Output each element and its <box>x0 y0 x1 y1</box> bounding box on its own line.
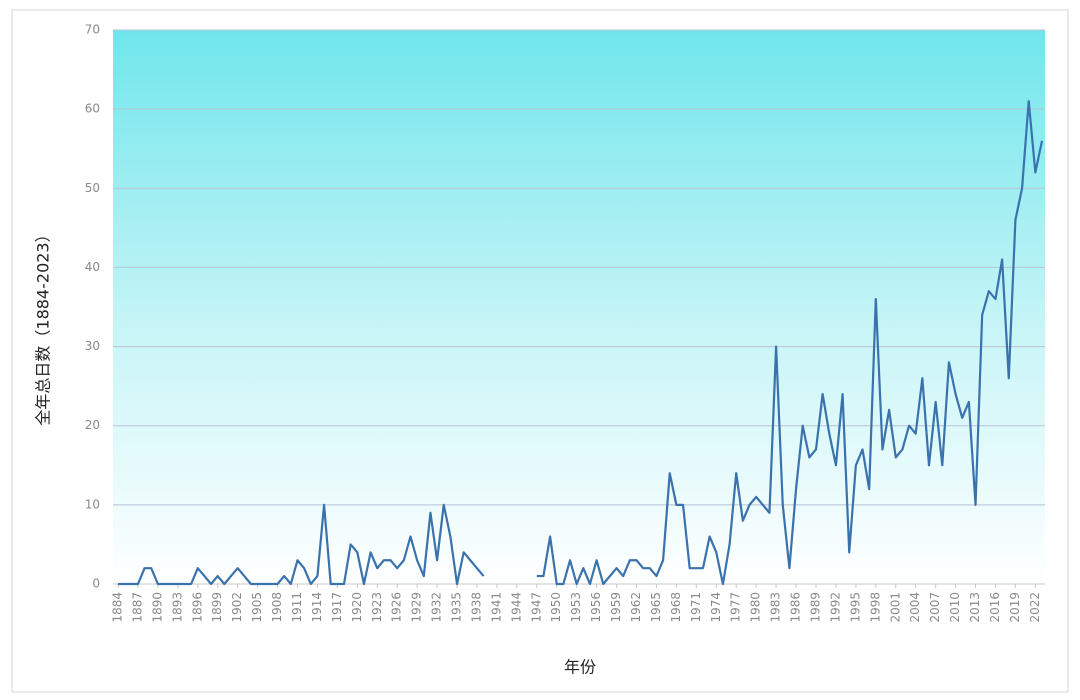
x-tick-label: 1893 <box>170 592 184 623</box>
x-tick-label: 1992 <box>828 592 842 623</box>
x-tick-label: 1998 <box>868 592 882 623</box>
x-tick-label: 1962 <box>629 592 643 623</box>
x-tick-label: 1902 <box>230 592 244 623</box>
x-tick-label: 2016 <box>988 592 1002 623</box>
y-tick-label: 0 <box>92 577 100 591</box>
x-tick-label: 2001 <box>888 592 902 623</box>
x-tick-label: 1935 <box>450 592 464 623</box>
x-tick-label: 1884 <box>111 592 125 623</box>
x-tick-label: 2022 <box>1028 592 1042 623</box>
y-tick-label: 20 <box>85 418 100 432</box>
x-tick-label: 1950 <box>549 592 563 623</box>
x-tick-label: 1983 <box>769 592 783 623</box>
x-tick-label: 2019 <box>1008 592 1022 623</box>
y-axis-title: 全年总日数（1884-2023） <box>34 226 53 425</box>
plot-area <box>113 30 1045 584</box>
x-tick-label: 1899 <box>210 592 224 623</box>
y-tick-label: 60 <box>85 102 100 116</box>
x-tick-label: 1977 <box>729 592 743 623</box>
x-tick-label: 1995 <box>848 592 862 623</box>
x-tick-label: 1974 <box>709 592 723 623</box>
x-tick-label: 1953 <box>569 592 583 623</box>
x-tick-label: 1923 <box>370 592 384 623</box>
x-tick-label: 2004 <box>908 592 922 623</box>
x-tick-label: 1929 <box>410 592 424 623</box>
y-tick-label: 50 <box>85 181 100 195</box>
x-tick-label: 1989 <box>808 592 822 623</box>
x-tick-label: 1956 <box>589 592 603 623</box>
x-tick-label: 1986 <box>789 592 803 623</box>
x-tick-label: 1887 <box>130 592 144 623</box>
y-tick-label: 10 <box>85 497 100 511</box>
x-tick-label: 2013 <box>968 592 982 623</box>
x-axis-title: 年份 <box>564 658 596 677</box>
x-tick-label: 1959 <box>609 592 623 623</box>
x-tick-label: 1971 <box>689 592 703 623</box>
x-tick-label: 1890 <box>150 592 164 623</box>
x-tick-label: 1947 <box>529 592 543 623</box>
x-tick-label: 1911 <box>290 592 304 623</box>
x-tick-label: 1938 <box>469 592 483 623</box>
x-tick-label: 1944 <box>509 592 523 623</box>
y-tick-label: 70 <box>85 23 100 37</box>
x-tick-label: 1980 <box>749 592 763 623</box>
y-tick-label: 30 <box>85 339 100 353</box>
x-tick-label: 1905 <box>250 592 264 623</box>
x-tick-label: 2007 <box>928 592 942 623</box>
x-tick-label: 2010 <box>948 592 962 623</box>
data-line <box>536 100 1044 586</box>
x-tick-label: 1917 <box>330 592 344 623</box>
x-tick-label: 1914 <box>310 592 324 623</box>
x-tick-label: 1965 <box>649 592 663 623</box>
x-tick-label: 1908 <box>270 592 284 623</box>
x-tick-label: 1920 <box>350 592 364 623</box>
data-line <box>118 503 485 586</box>
x-tick-label: 1926 <box>390 592 404 623</box>
x-tick-label: 1968 <box>669 592 683 623</box>
x-tick-label: 1896 <box>190 592 204 623</box>
y-tick-label: 40 <box>85 260 100 274</box>
x-tick-label: 1932 <box>430 592 444 623</box>
x-tick-label: 1941 <box>489 592 503 623</box>
